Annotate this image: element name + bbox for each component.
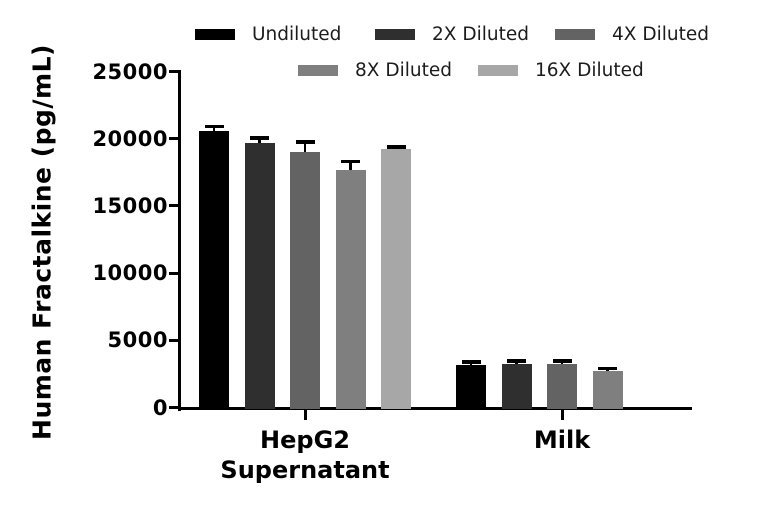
error-bar-stem-hepg2-supernatant-4x-diluted: [303, 142, 307, 153]
bar-milk-undiluted: [456, 365, 486, 410]
error-bar-cap-hepg2-supernatant-4x-diluted: [295, 140, 315, 144]
y-tick-label-10000: 10000: [92, 261, 168, 286]
error-bar-stem-hepg2-supernatant-undiluted: [212, 126, 216, 131]
x-axis-label-hepg2-supernatant: HepG2 Supernatant: [220, 425, 390, 484]
legend-label-4x-diluted: 4X Diluted: [612, 24, 709, 45]
x-axis-line: [178, 406, 692, 410]
x-axis-label-milk: Milk: [533, 425, 591, 454]
y-tick-20000: [169, 137, 178, 141]
legend-label-undiluted: Undiluted: [252, 24, 342, 45]
error-bar-cap-milk-8x-diluted: [598, 366, 617, 371]
legend-swatch-16x-diluted: [478, 65, 518, 76]
y-tick-25000: [169, 70, 178, 73]
legend-label-8x-diluted: 8X Diluted: [355, 60, 452, 81]
bar-hepg2-supernatant-4x-diluted: [290, 152, 320, 410]
legend-label-2x-diluted: 2X Diluted: [432, 24, 529, 45]
bar-hepg2-supernatant-8x-diluted: [335, 169, 366, 410]
legend-swatch-2x-diluted: [375, 29, 415, 40]
bar-hepg2-supernatant-undiluted: [199, 130, 229, 410]
y-tick-label-0: 0: [152, 395, 168, 420]
y-tick-5000: [169, 338, 178, 342]
y-axis-line: [178, 70, 181, 411]
error-bar-cap-hepg2-supernatant-2x-diluted: [250, 136, 269, 140]
x-tick-milk: [560, 409, 564, 420]
legend-swatch-4x-diluted: [555, 29, 595, 40]
error-bar-cap-hepg2-supernatant-16x-diluted: [386, 145, 406, 149]
legend-label-16x-diluted: 16X Diluted: [535, 60, 644, 81]
bar-milk-8x-diluted: [592, 370, 623, 410]
error-bar-cap-hepg2-supernatant-undiluted: [204, 124, 224, 129]
error-bar-cap-milk-2x-diluted: [507, 359, 526, 363]
error-bar-stem-hepg2-supernatant-8x-diluted: [349, 161, 352, 170]
y-tick-label-25000: 25000: [92, 59, 168, 84]
bar-milk-2x-diluted: [501, 363, 532, 410]
error-bar-stem-hepg2-supernatant-2x-diluted: [258, 138, 261, 143]
bar-hepg2-supernatant-2x-diluted: [244, 142, 275, 410]
y-tick-10000: [169, 271, 178, 275]
error-bar-cap-milk-undiluted: [461, 360, 481, 364]
y-tick-label-15000: 15000: [92, 193, 168, 218]
y-tick-label-5000: 5000: [107, 328, 168, 353]
y-axis-title: Human Fractalkine (pg/mL): [27, 44, 57, 440]
bar-milk-4x-diluted: [547, 363, 577, 410]
y-tick-label-20000: 20000: [92, 126, 168, 151]
y-tick-15000: [169, 204, 178, 208]
legend-swatch-8x-diluted: [298, 65, 338, 76]
error-bar-cap-hepg2-supernatant-8x-diluted: [341, 159, 360, 164]
legend-swatch-undiluted: [195, 29, 235, 40]
bar-hepg2-supernatant-16x-diluted: [381, 149, 411, 410]
x-tick-hepg2-supernatant: [303, 409, 307, 420]
y-tick-0: [169, 406, 178, 409]
error-bar-cap-milk-4x-diluted: [552, 359, 572, 363]
